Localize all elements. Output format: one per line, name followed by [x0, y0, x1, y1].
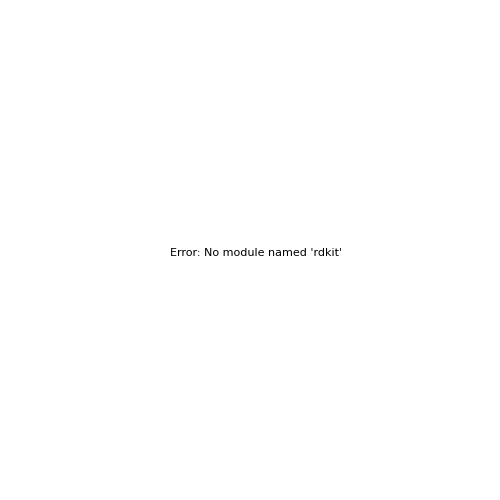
Text: Error: No module named 'rdkit': Error: No module named 'rdkit' — [170, 248, 342, 258]
